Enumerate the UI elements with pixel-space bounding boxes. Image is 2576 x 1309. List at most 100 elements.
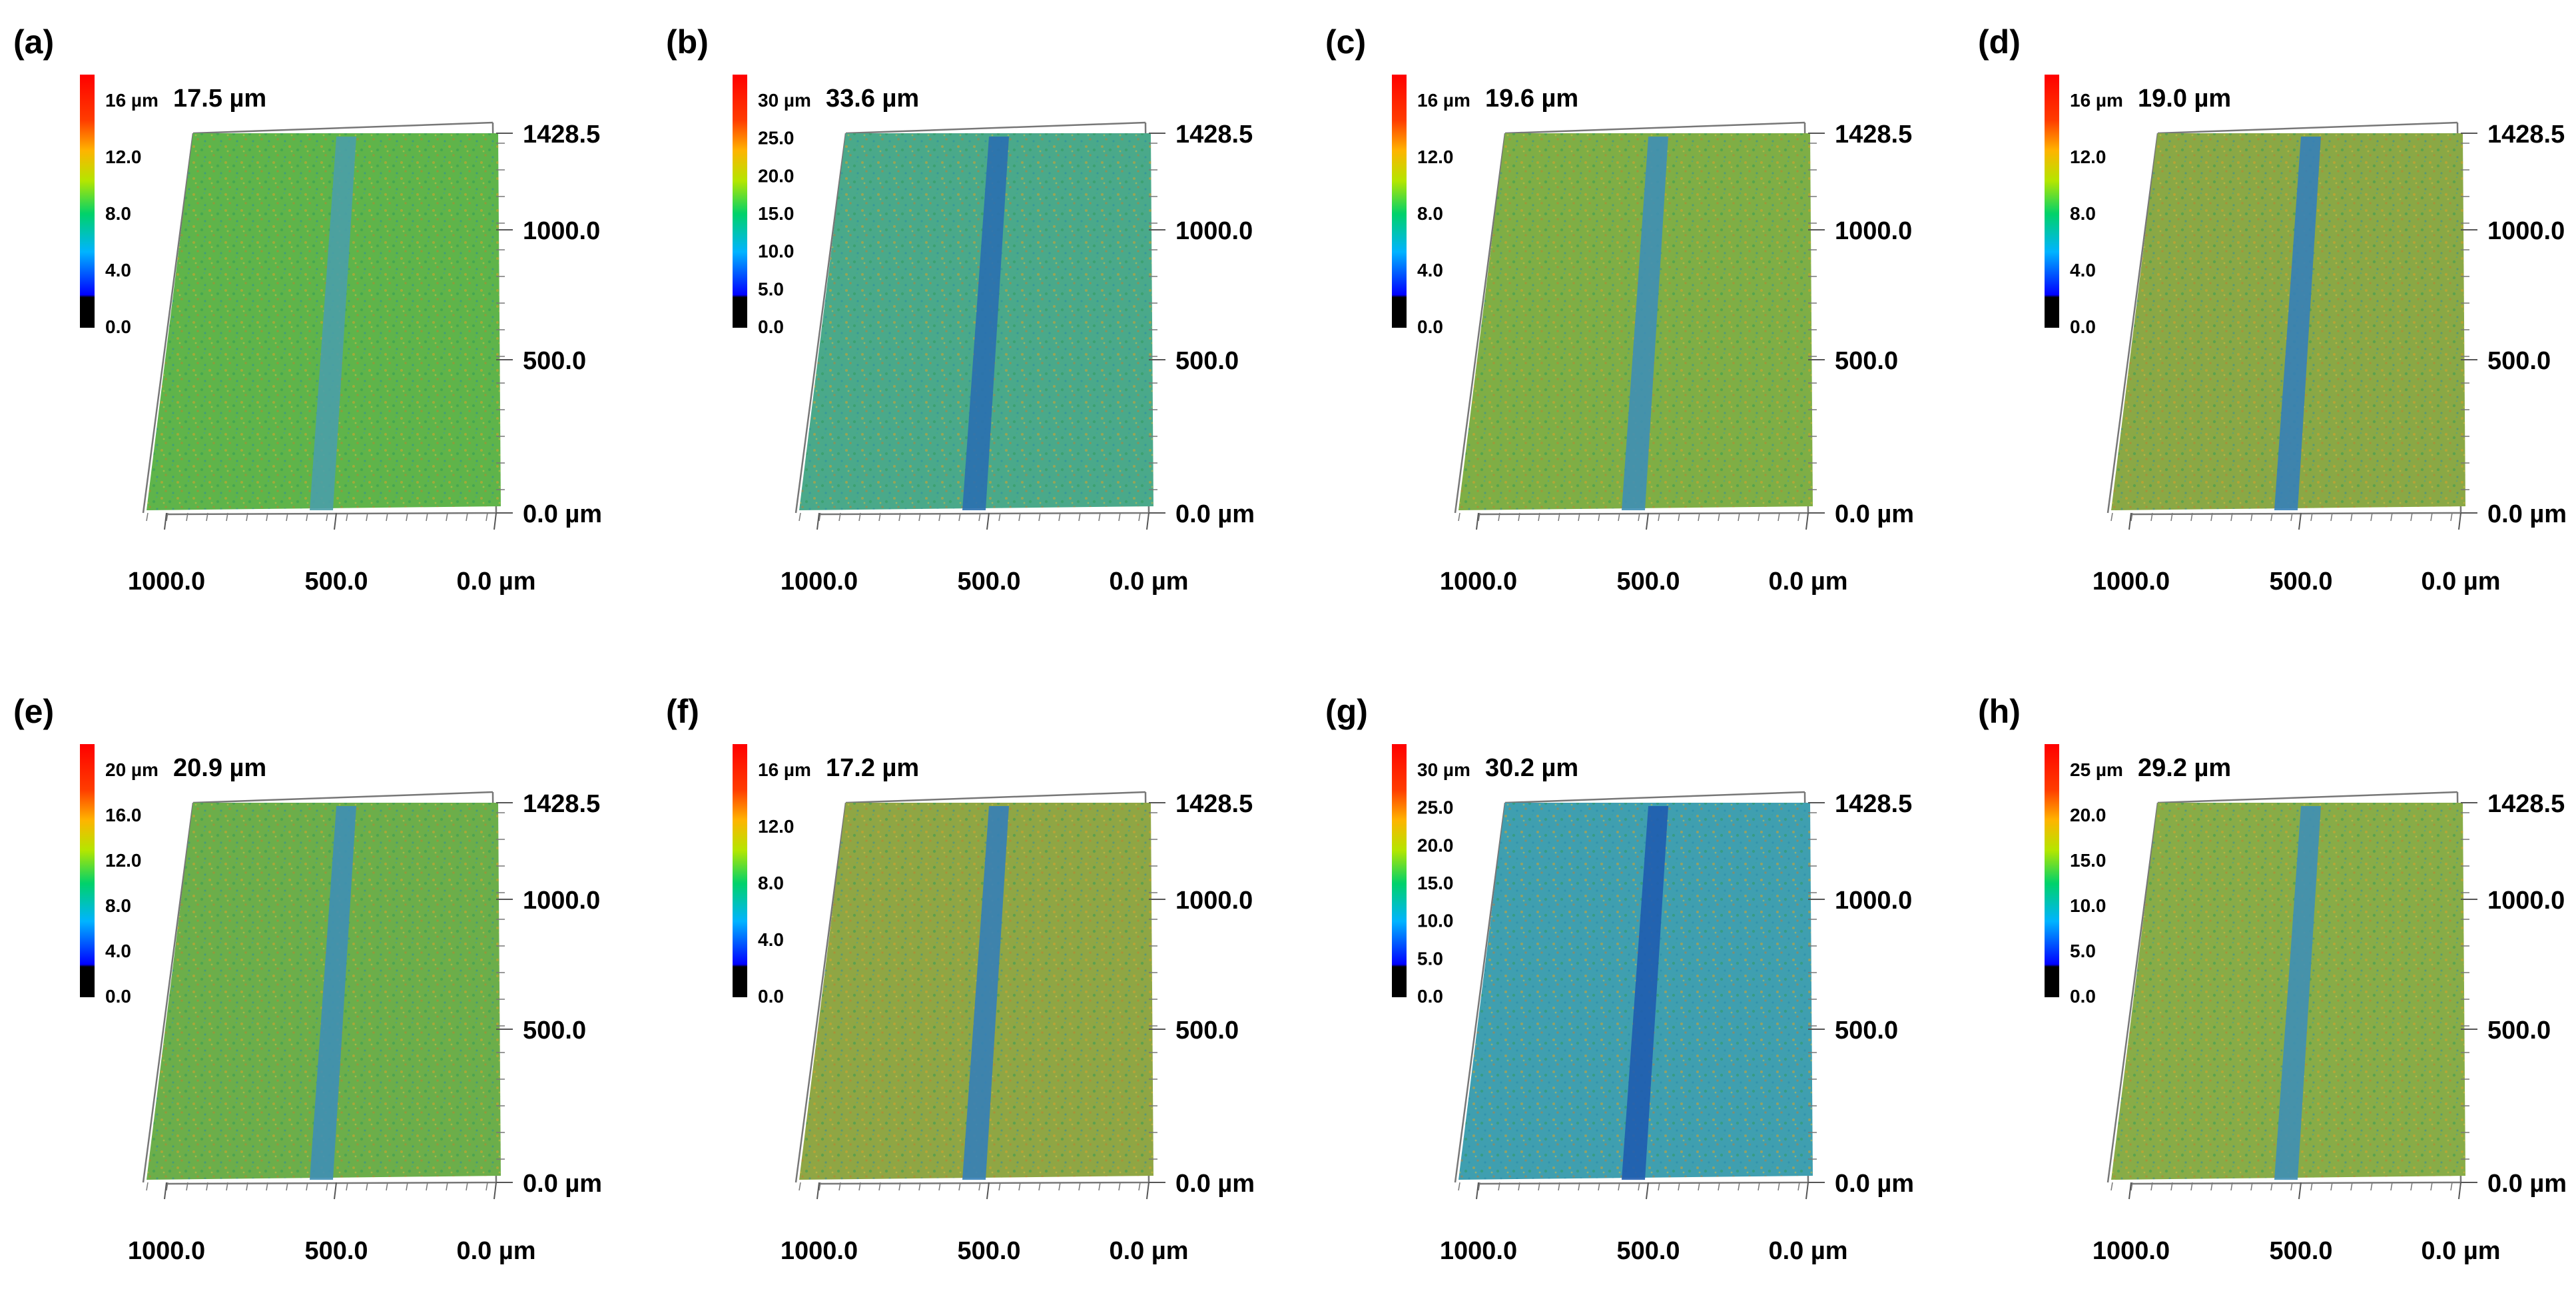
x-minor-tick [978,512,981,522]
colorbar-tick-label: 25.0 [758,128,795,149]
x-tick-label: 500.0 [1616,1237,1680,1265]
y-tick-label: 0.0 µm [1175,1170,1255,1198]
max-height-label: 33.6 µm [826,85,919,113]
y-tick-label: 500.0 [1835,347,1898,375]
x-minor-tick [858,512,861,522]
colorbar-tick-label: 12.0 [758,816,795,837]
x-tick [334,512,337,530]
wear-track [310,806,356,1180]
x-minor-tick [2430,512,2433,522]
x-tick [2298,512,2302,530]
panel-h: (h) 25 µm 20.0 15.0 10.0 5.0 0.0 29.2 µm 1428.5 1… [1965,669,2576,1309]
colorbar-tick-label: 25 µm [2070,759,2123,780]
colorbar-tick-label: 0.0 [2070,986,2096,1007]
x-tick-label: 500.0 [2269,1237,2332,1265]
box-edge [845,121,1146,135]
y-tick-label: 1000.0 [2487,217,2565,245]
x-minor-tick [898,512,901,522]
y-tick-label: 1000.0 [523,887,600,915]
x-minor-tick [1797,512,1800,522]
box-edge [142,133,194,514]
x-minor-tick [2110,512,2113,522]
x-minor-tick [1658,1182,1660,1191]
box-edge [1454,802,1506,1183]
surface-plot: (b) 30 µm 25.0 20.0 15.0 10.0 5.0 0.0 33.6 µm 142… [666,23,1255,596]
x-minor-tick [226,1182,228,1191]
y-tick-label: 500.0 [1175,347,1239,375]
colorbar-tick-label: 15.0 [758,203,795,224]
colorbar [80,744,95,997]
colorbar-tick-label: 12.0 [2070,147,2106,167]
y-tick-label: 0.0 µm [2487,500,2567,528]
x-minor-tick [2290,512,2293,522]
box-edge [1454,133,1506,514]
x-minor-tick [1738,1182,1740,1191]
y-tick-label: 0.0 µm [1835,500,1914,528]
x-minor-tick [366,1182,368,1191]
box-edge [192,791,493,804]
max-height-label: 30.2 µm [1485,754,1578,782]
box-edge [2157,791,2458,804]
x-tick [1476,1182,1479,1200]
panel-label: (e) [13,693,54,730]
x-minor-tick [1618,1182,1620,1191]
wear-track [2274,806,2321,1180]
y-tick-label: 1000.0 [1835,887,1912,915]
x-minor-tick [2310,512,2313,522]
x-tick [1146,512,1149,530]
y-tick-label: 1428.5 [1835,790,1912,818]
x-minor-tick [206,1182,208,1191]
x-minor-tick [166,1182,168,1191]
x-minor-tick [406,512,408,522]
x-minor-tick [978,1182,981,1191]
x-minor-tick [1558,512,1560,522]
x-minor-tick [346,1182,348,1191]
colorbar-tick-label: 16 µm [758,759,811,780]
x-tick [2128,1182,2132,1200]
box-edge [1504,121,1805,135]
x-minor-tick [485,1182,488,1191]
x-minor-tick [1138,512,1141,522]
x-tick [1476,512,1479,530]
x-tick [986,1182,990,1200]
box-edge [795,133,847,514]
colorbar-tick-label: 5.0 [2070,941,2096,961]
x-minor-tick [799,512,801,522]
x-tick-label: 0.0 µm [2421,1237,2500,1265]
x-minor-tick [246,1182,248,1191]
max-height-label: 17.2 µm [826,754,919,782]
surface-plot: (g) 30 µm 25.0 20.0 15.0 10.0 5.0 0.0 30.2 µm 142… [1325,693,1914,1265]
y-tick-label: 1428.5 [1175,121,1253,149]
x-minor-tick [1058,512,1061,522]
x-minor-tick [485,512,488,522]
x-minor-tick [1777,512,1780,522]
x-minor-tick [2390,512,2393,522]
colorbar-tick-label: 8.0 [2070,203,2096,224]
y-tick-label: 500.0 [1175,1017,1239,1045]
x-minor-tick [466,1182,468,1191]
wear-track [1622,806,1668,1180]
x-minor-tick [1458,1182,1460,1191]
x-minor-tick [2250,1182,2253,1191]
x-tick-label: 0.0 µm [1768,1237,1847,1265]
surface-plot: (f) 16 µm 12.0 8.0 4.0 0.0 17.2 µm 1428.5 1000.0… [666,693,1255,1265]
y-tick-label: 1000.0 [1835,217,1912,245]
x-tick-label: 1000.0 [1440,1237,1517,1265]
x-minor-tick [1478,512,1480,522]
x-minor-tick [1638,1182,1640,1191]
colorbar [1392,744,1407,997]
x-tick-label: 500.0 [304,568,368,596]
x-minor-tick [2150,512,2153,522]
y-tick-label: 1428.5 [523,790,600,818]
x-minor-tick [1018,1182,1021,1191]
x-minor-tick [2450,1182,2453,1191]
x-minor-tick [1498,512,1500,522]
x-tick [1646,1182,1649,1200]
colorbar-tick-label: 4.0 [105,260,131,280]
x-minor-tick [1118,1182,1121,1191]
panel-label: (d) [1978,23,2021,61]
x-minor-tick [286,512,288,522]
x-tick [2128,512,2132,530]
x-minor-tick [998,1182,1001,1191]
colorbar-tick-label: 8.0 [758,873,784,893]
